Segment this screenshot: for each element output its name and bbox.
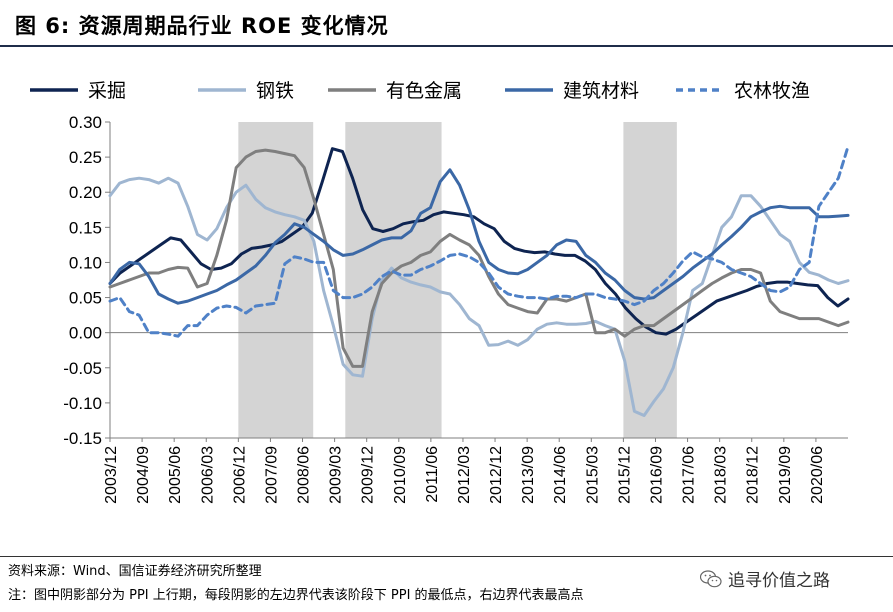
x-tick-label: 2014/06 bbox=[552, 446, 569, 504]
x-tick-label: 2006/12 bbox=[231, 446, 248, 504]
footnote: 注：图中阴影部分为 PPI 上行期，每段阴影的左边界代表该阶段下 PPI 的最低… bbox=[8, 588, 584, 603]
x-tick-label: 2018/03 bbox=[713, 446, 730, 504]
watermark-text: 追寻价值之路 bbox=[728, 571, 830, 591]
x-tick-label: 2017/06 bbox=[681, 446, 698, 504]
x-tick-label: 2020/06 bbox=[809, 446, 826, 504]
legend-label-2: 钢铁 bbox=[256, 80, 294, 102]
y-tick-label: 0.30 bbox=[69, 113, 102, 132]
x-tick-label: 2015/12 bbox=[616, 446, 633, 504]
y-tick-label: 0.20 bbox=[69, 183, 102, 202]
series-line-2 bbox=[108, 176, 850, 417]
y-tick-label: 0.00 bbox=[69, 324, 102, 343]
x-tick-label: 2007/09 bbox=[263, 446, 280, 504]
y-tick-label: 0.15 bbox=[69, 218, 102, 237]
y-tick-label: 0.25 bbox=[69, 148, 102, 167]
x-tick-label: 2005/06 bbox=[167, 446, 184, 504]
x-tick-label: 2013/09 bbox=[520, 446, 537, 504]
y-tick-label: -0.10 bbox=[63, 394, 102, 413]
roe-line-chart: 采掘 钢铁 有色金属 建筑材料 农林牧渔 -0.15 -0.10 -0.05 0.00 0.05… bbox=[30, 80, 850, 504]
series-line-3 bbox=[108, 148, 850, 368]
legend-label-1: 采掘 bbox=[88, 80, 126, 102]
x-tick-label: 2006/03 bbox=[199, 446, 216, 504]
x-tick-label: 2016/09 bbox=[648, 446, 665, 504]
shade-period-1 bbox=[238, 122, 314, 438]
title-divider bbox=[0, 45, 893, 47]
x-tick-label: 2009/03 bbox=[328, 446, 345, 504]
y-tick-label: -0.05 bbox=[63, 359, 102, 378]
x-tick-label: 2003/12 bbox=[103, 446, 120, 504]
y-tick-label: 0.05 bbox=[69, 289, 102, 308]
x-tick-label: 2011/06 bbox=[424, 446, 441, 503]
ppi-upcycle-shading bbox=[238, 122, 677, 438]
chart-axes: -0.15 -0.10 -0.05 0.00 0.05 0.10 0.15 0.20 0.25 0… bbox=[63, 113, 848, 504]
x-tick-label: 2004/09 bbox=[135, 446, 152, 504]
x-tick-label: 2009/12 bbox=[360, 446, 377, 504]
legend-label-3: 有色金属 bbox=[386, 80, 462, 102]
wechat-icon bbox=[700, 569, 722, 587]
y-tick-label: -0.15 bbox=[63, 429, 102, 448]
x-tick-label: 2015/03 bbox=[584, 446, 601, 504]
footer-divider bbox=[0, 556, 893, 557]
x-tick-label: 2008/06 bbox=[296, 446, 313, 504]
legend-label-4: 建筑材料 bbox=[563, 80, 639, 102]
chart-legend: 采掘 钢铁 有色金属 建筑材料 农林牧渔 bbox=[30, 80, 810, 102]
series-line-4 bbox=[108, 168, 850, 305]
y-tick-label: 0.10 bbox=[69, 253, 102, 272]
series-line-1 bbox=[108, 147, 850, 336]
x-tick-label: 2019/09 bbox=[777, 446, 794, 504]
legend-label-5: 农林牧渔 bbox=[734, 80, 810, 102]
x-tick-label: 2012/12 bbox=[488, 446, 505, 504]
x-tick-label: 2012/03 bbox=[456, 446, 473, 504]
x-tick-label: 2010/09 bbox=[392, 446, 409, 504]
figure-title: 图 6: 资源周期品行业 ROE 变化情况 bbox=[15, 14, 389, 38]
x-tick-label: 2018/12 bbox=[745, 446, 762, 504]
shade-period-2 bbox=[345, 122, 442, 438]
watermark: 追寻价值之路 bbox=[700, 566, 830, 591]
chart-series bbox=[108, 145, 850, 417]
source-note: 资料来源：Wind、国信证券经济研究所整理 bbox=[8, 564, 262, 579]
